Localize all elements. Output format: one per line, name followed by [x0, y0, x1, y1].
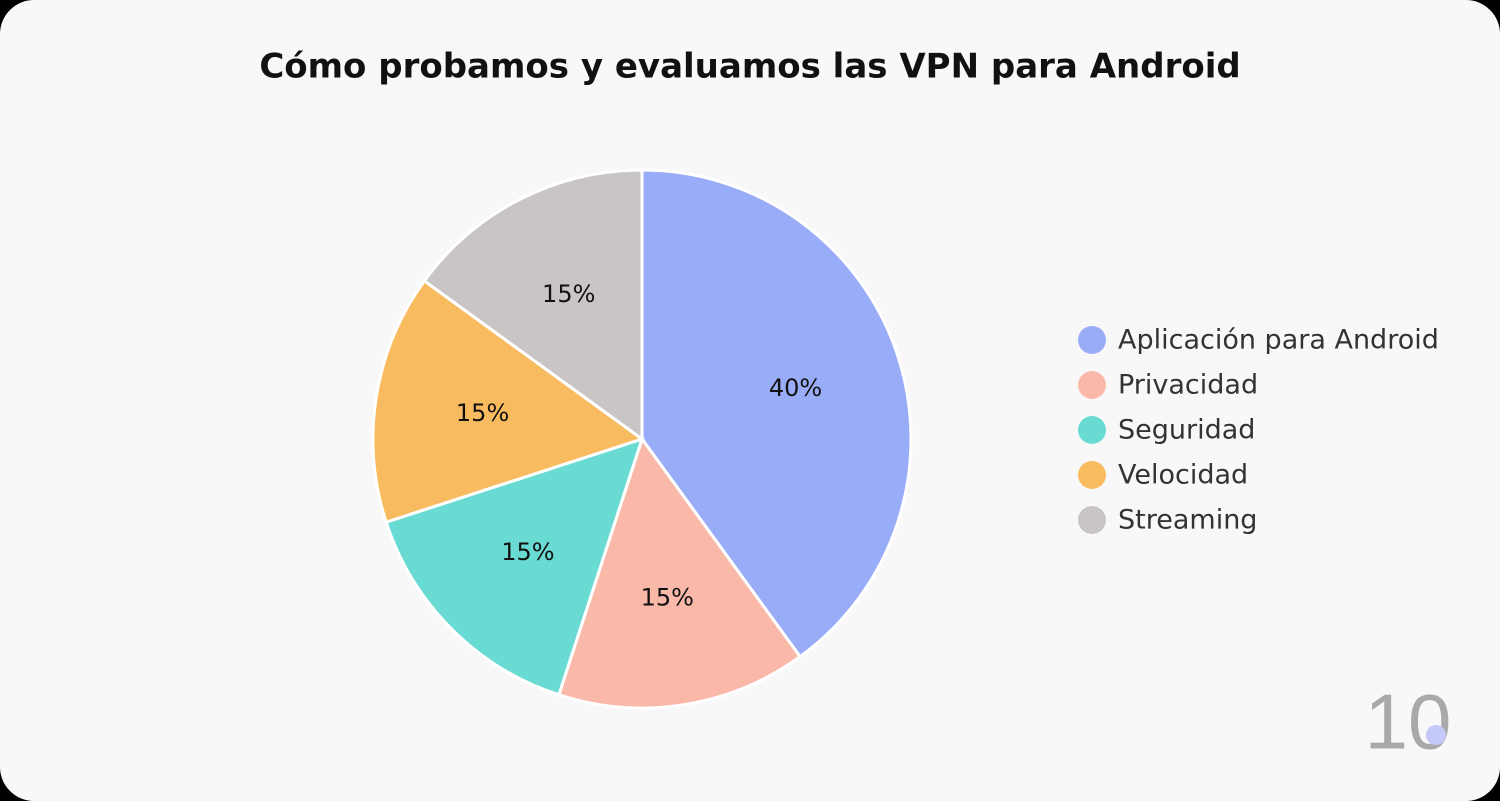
legend-swatch: [1078, 326, 1106, 354]
pie-slice: [384, 436, 645, 697]
pie-slice: [422, 168, 644, 442]
pie-slice: [371, 278, 646, 525]
legend-swatch: [1078, 461, 1106, 489]
chart-title: Cómo probamos y evaluamos las VPN para A…: [259, 47, 1240, 87]
watermark-dot: [1426, 725, 1446, 745]
legend-label: Seguridad: [1118, 415, 1255, 446]
slice-label: 15%: [501, 538, 554, 566]
watermark: 10: [1365, 678, 1452, 766]
pie-slice: [640, 168, 913, 659]
legend-swatch: [1078, 371, 1106, 399]
slice-label: 15%: [641, 583, 694, 611]
legend-swatch: [1078, 506, 1106, 534]
legend-label: Velocidad: [1118, 460, 1248, 491]
slice-label: 15%: [542, 280, 595, 308]
legend-label: Streaming: [1118, 505, 1257, 536]
slice-label: 15%: [456, 399, 509, 427]
legend-label: Privacidad: [1118, 370, 1258, 401]
legend-label: Aplicación para Android: [1118, 325, 1439, 356]
legend-swatch: [1078, 416, 1106, 444]
slice-label: 40%: [769, 374, 822, 402]
pie-slice: [556, 435, 803, 710]
